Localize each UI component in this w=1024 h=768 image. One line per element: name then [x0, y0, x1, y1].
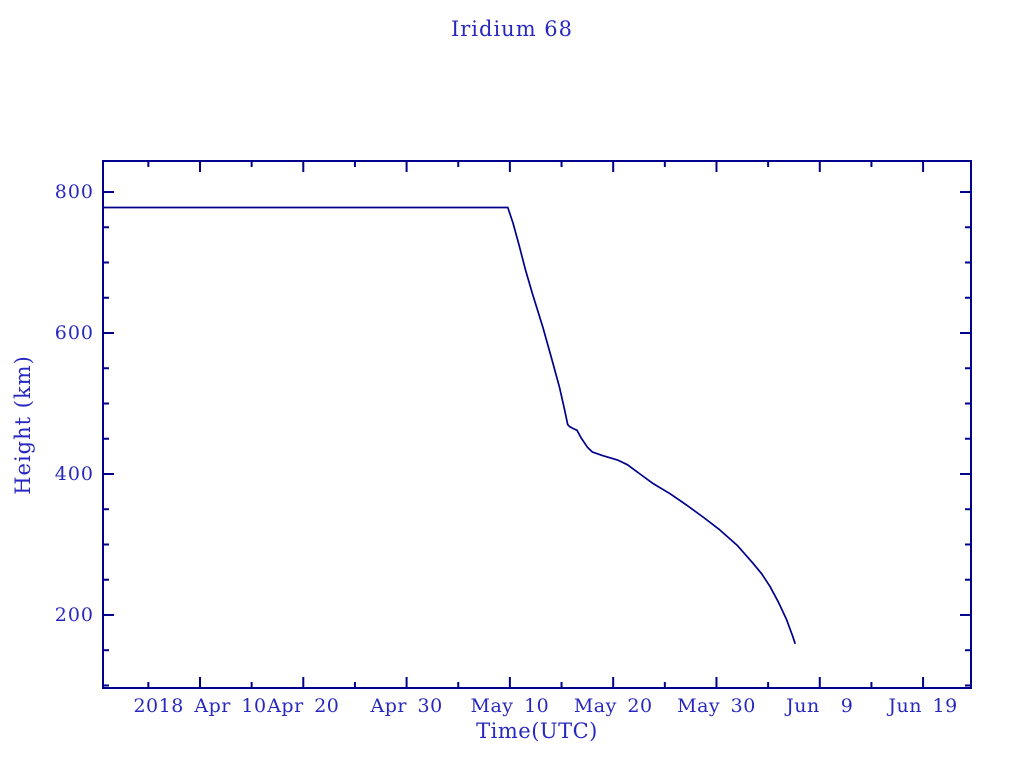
- y-tick-label: 200: [55, 604, 94, 626]
- x-tick-label: Jun 19: [886, 695, 957, 717]
- x-tick-label: May 30: [677, 695, 756, 717]
- x-tick-label: Apr 30: [369, 695, 442, 717]
- chart-title: Iridium 68: [450, 17, 574, 41]
- y-tick-label: 800: [55, 181, 94, 203]
- height-series-line: [102, 206, 796, 645]
- y-tick-label: 600: [55, 322, 94, 344]
- x-axis-title: Time(UTC): [476, 719, 598, 743]
- x-tick-label: May 10: [471, 695, 550, 717]
- x-tick-label: Jun 9: [784, 695, 853, 717]
- plot-frame: [102, 160, 972, 689]
- y-tick-label: 400: [55, 463, 94, 485]
- x-tick-label: 2018 Apr 10: [133, 695, 266, 717]
- x-tick-label: Apr 20: [266, 695, 339, 717]
- x-tick-label: May 20: [574, 695, 653, 717]
